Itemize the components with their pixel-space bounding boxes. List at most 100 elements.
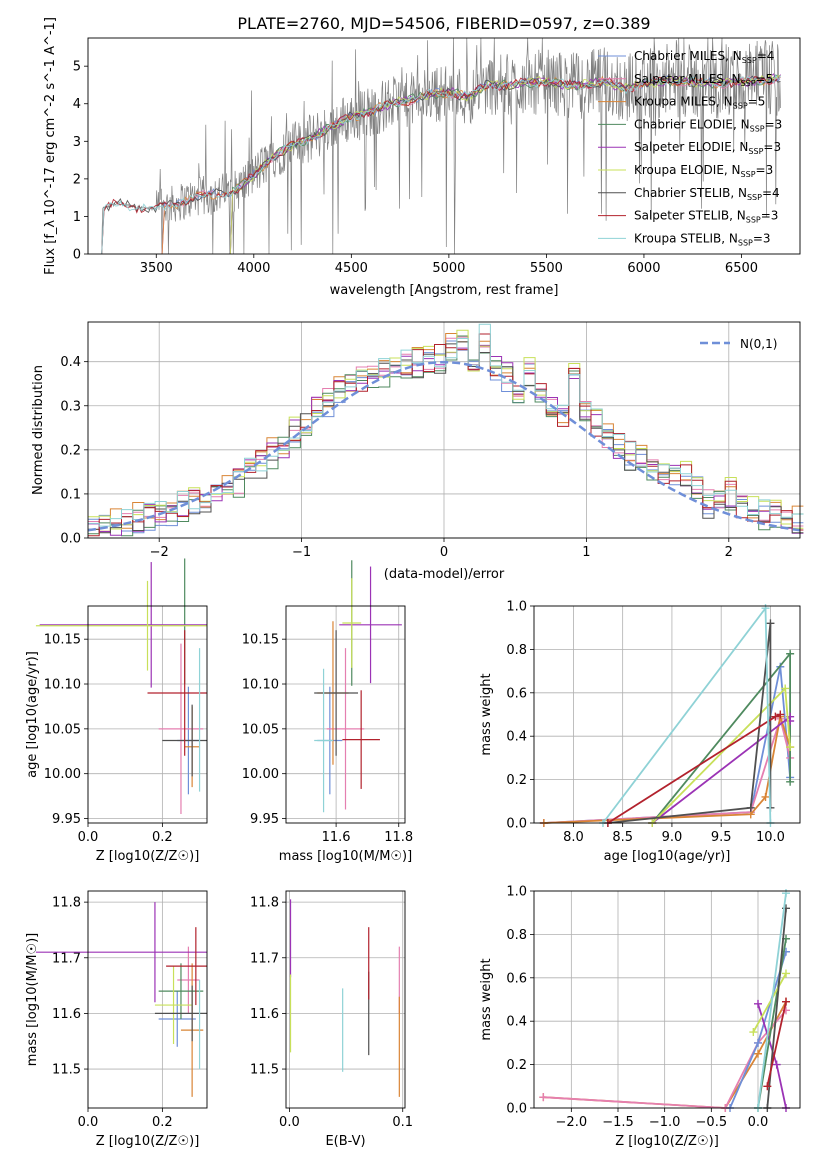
marker-k_elodie <box>749 1028 758 1037</box>
x-tick-label: 0.0 <box>78 830 99 845</box>
chart-z_mass: 0.0 0.2 11.5 11.6 11.7 11.8 Z [log10(Z/Z☉)] mas… <box>25 890 208 1149</box>
model-k_stelib <box>101 74 781 255</box>
axes-frame <box>87 37 801 255</box>
y-tick-label: 11.8 <box>250 896 279 911</box>
y-tick-label: 0.2 <box>506 1058 527 1073</box>
y-tick-label: 11.7 <box>52 951 81 966</box>
y-tick-label: 10.05 <box>44 722 81 737</box>
y-tick-label: 0.4 <box>60 355 81 370</box>
chart-z_age: 0.0 0.2 9.95 10.00 10.05 10.10 10.15 Z [log10(Z… <box>25 558 208 864</box>
marker-s_elodie <box>754 999 762 1008</box>
line-k_elodie <box>752 973 787 1033</box>
x-tick-label: 9.5 <box>711 830 732 845</box>
marker-k_miles <box>754 1049 762 1058</box>
axes-frame <box>87 605 208 824</box>
x-axis-label: age [log10(age/yr)] <box>604 849 731 864</box>
y-tick-label: 11.5 <box>250 1063 279 1078</box>
y-tick-label: 0.2 <box>60 443 81 458</box>
y-tick-label: 0.0 <box>506 1102 527 1117</box>
marker-s_stelib <box>763 1082 772 1091</box>
x-tick-label: 11.8 <box>384 830 413 845</box>
axes-frame <box>87 321 801 539</box>
y-tick-label: 0.3 <box>60 399 81 414</box>
marker-c_stelib <box>746 803 755 812</box>
legend-label-k_stelib: Kroupa STELIB, NSSP=3 <box>634 231 771 247</box>
y-axis-label: Flux [f_λ 10^-17 erg cm^-2 s^-1 A^-1] <box>43 17 58 275</box>
x-tick-label: 4000 <box>237 261 270 276</box>
legend-label-k_elodie: Kroupa ELODIE, NSSP=3 <box>634 163 773 179</box>
chart-age_weight: 8.0 8.5 9.0 9.5 10.0 0.0 0.2 0.4 0.6 0.8 1.0 age [l… <box>479 600 801 864</box>
observed-spectrum <box>101 37 781 255</box>
x-tick-label: 10.0 <box>756 830 785 845</box>
marker-k_miles <box>761 792 770 801</box>
x-tick-label: 0.0 <box>78 1115 99 1130</box>
x-tick-label: 3500 <box>140 261 173 276</box>
legend-label-c_elodie: Chabrier ELODIE, NSSP=3 <box>634 117 782 133</box>
hist-s_elodie <box>88 344 804 536</box>
chart-mass_age: 11.6 11.8 9.95 10.00 10.05 10.10 10.15 mass [lo… <box>242 560 413 864</box>
legend-label-k_miles: Kroupa MILES, NSSP=5 <box>634 95 765 111</box>
y-tick-label: 0.6 <box>506 971 527 986</box>
model-c_stelib <box>101 75 781 255</box>
x-axis-label: Z [log10(Z/Z☉)] <box>615 1134 719 1149</box>
marker-s_stelib <box>782 997 790 1006</box>
marker-c_elodie <box>786 777 795 786</box>
x-tick-label: 9.0 <box>662 830 683 845</box>
y-tick-label: 11.7 <box>250 951 279 966</box>
y-tick-label: 10.10 <box>44 678 81 693</box>
legend-label-s_miles: Salpeter MILES, NSSP=5 <box>634 72 773 88</box>
marker-k_stelib <box>761 604 770 613</box>
marker-c_stelib <box>766 619 775 628</box>
y-tick-label: 11.6 <box>52 1007 81 1022</box>
line-k_stelib <box>602 605 772 824</box>
y-tick-label: 5 <box>73 60 81 75</box>
y-tick-label: 4 <box>73 97 81 112</box>
y-tick-label: 3 <box>73 135 81 150</box>
marker-k_stelib <box>782 889 790 898</box>
x-axis-label: Z [log10(Z/Z☉)] <box>96 849 200 864</box>
y-tick-label: 0.4 <box>506 1015 527 1030</box>
legend-label-s_elodie: Salpeter ELODIE, NSSP=3 <box>634 140 781 156</box>
model-c_elodie <box>229 74 781 255</box>
hist-c_stelib <box>88 341 804 534</box>
axes-frame <box>285 605 406 824</box>
x-tick-label: 0.1 <box>392 1115 413 1130</box>
y-tick-label: 11.5 <box>52 1063 81 1078</box>
y-tick-label: 10.05 <box>242 722 279 737</box>
x-tick-label: −1 <box>292 545 311 560</box>
y-tick-label: 10.00 <box>44 767 81 782</box>
y-tick-label: 9.95 <box>250 812 279 827</box>
x-tick-label: 2 <box>725 545 733 560</box>
x-tick-label: 5500 <box>530 261 563 276</box>
model-c_miles <box>161 75 781 255</box>
legend-label-normal: N(0,1) <box>740 337 777 351</box>
y-tick-label: 10.00 <box>242 767 279 782</box>
y-tick-label: 1.0 <box>506 885 527 900</box>
y-axis-label: Normed distribution <box>31 365 46 495</box>
y-tick-label: 10.15 <box>44 633 81 648</box>
x-axis-label: Z [log10(Z/Z☉)] <box>96 1134 200 1149</box>
chart-z_weight: −2.0 −1.5 −1.0 −0.5 0.0 0.0 0.2 0.4 0.6 0.8 1.0 Z [… <box>479 885 801 1149</box>
normal-curve <box>87 360 801 532</box>
y-tick-label: 1 <box>73 210 81 225</box>
chart-residuals: −2 −1 0 1 2 0.0 0.1 0.2 0.3 0.4 N(0,1) Normed distr… <box>31 321 804 582</box>
marker-k_elodie <box>782 969 790 978</box>
y-tick-label: 0.1 <box>60 487 81 502</box>
legend-label-s_stelib: Salpeter STELIB, NSSP=3 <box>634 209 778 225</box>
y-tick-label: 0.2 <box>506 773 527 788</box>
y-tick-label: 2 <box>73 172 81 187</box>
x-tick-label: 0.0 <box>748 1115 769 1130</box>
x-tick-label: 1 <box>582 545 590 560</box>
x-tick-label: 0.2 <box>152 1115 173 1130</box>
line-k_stelib <box>757 893 787 1109</box>
y-tick-label: 11.6 <box>250 1007 279 1022</box>
y-tick-label: 0.8 <box>506 928 527 943</box>
y-tick-label: 0.0 <box>506 817 527 832</box>
line-s_miles <box>543 715 791 824</box>
x-axis-label: (data-model)/error <box>384 567 505 582</box>
y-axis-label: mass [log10(M/M☉)] <box>25 933 40 1066</box>
y-tick-label: 9.95 <box>52 812 81 827</box>
marker-s_stelib <box>776 710 785 719</box>
axes-frame <box>533 605 801 824</box>
